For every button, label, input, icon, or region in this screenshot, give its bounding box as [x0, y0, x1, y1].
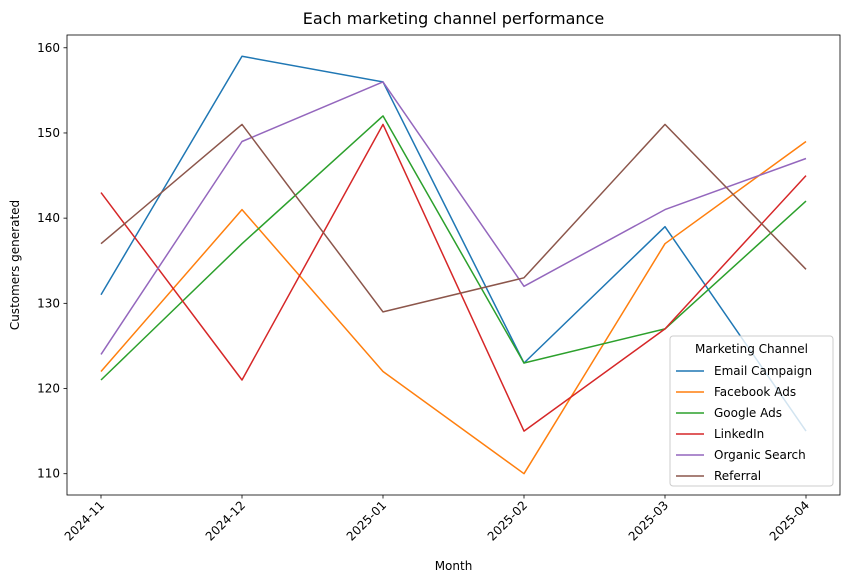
- x-tick-label: 2024-11: [62, 498, 107, 543]
- y-tick-label: 160: [37, 41, 60, 55]
- chart-title: Each marketing channel performance: [303, 9, 604, 28]
- legend: Marketing Channel Email Campaign Facebook …: [669, 335, 834, 487]
- y-axis: 110 120 130 140 150 160: [37, 41, 67, 481]
- y-tick-label: 130: [37, 296, 60, 310]
- legend-label: Organic Search: [714, 448, 806, 462]
- series-layer: [100, 55, 807, 475]
- legend-label: LinkedIn: [714, 427, 764, 441]
- series-line-facebook-ads: [100, 140, 807, 475]
- y-tick-label: 150: [37, 126, 60, 140]
- plot-area: [66, 34, 841, 496]
- legend-label: Facebook Ads: [714, 385, 796, 399]
- series-line-google-ads: [100, 115, 807, 381]
- y-axis-title: Customers generated: [8, 200, 22, 330]
- x-axis-title: Month: [435, 559, 473, 573]
- series-line-email-campaign: [100, 55, 807, 432]
- series-line-linkedin: [100, 123, 807, 432]
- legend-label: Google Ads: [714, 406, 782, 420]
- x-tick-label: 2024-12: [203, 498, 248, 543]
- x-tick-label: 2025-04: [767, 498, 812, 543]
- legend-label: Referral: [714, 469, 761, 483]
- legend-title: Marketing Channel: [695, 342, 808, 356]
- y-tick-label: 120: [37, 382, 60, 396]
- series-line-organic-search: [100, 81, 807, 355]
- x-tick-label: 2025-01: [344, 498, 389, 543]
- legend-box: [669, 335, 834, 487]
- x-tick-label: 2025-02: [485, 498, 530, 543]
- series-line-referral: [100, 123, 807, 313]
- y-tick-label: 110: [37, 467, 60, 481]
- plot-frame: [66, 34, 841, 496]
- legend-label: Email Campaign: [714, 364, 812, 378]
- y-tick-label: 140: [37, 211, 60, 225]
- x-tick-label: 2025-03: [626, 498, 671, 543]
- x-axis: 2024-11 2024-12 2025-01 2025-02 2025-03 2025-…: [62, 495, 812, 544]
